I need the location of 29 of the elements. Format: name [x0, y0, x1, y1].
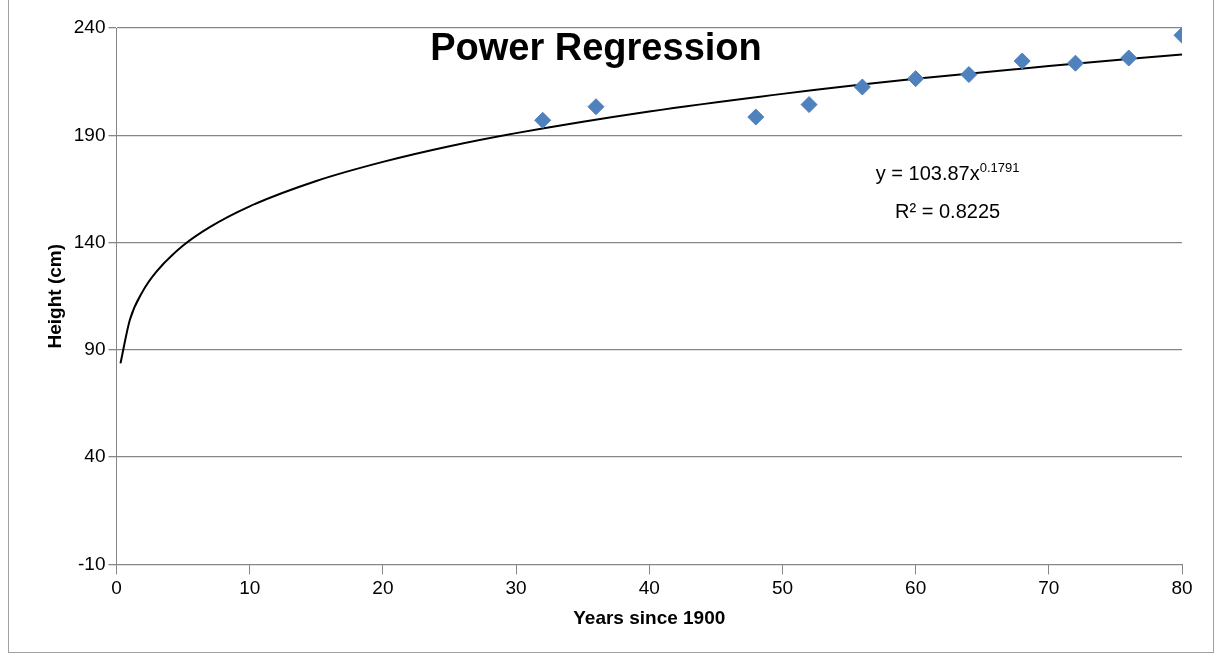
x-tick-label: 30: [505, 577, 527, 599]
point: [1120, 49, 1138, 67]
point: [1066, 54, 1084, 72]
point: [534, 111, 552, 129]
annotation: R² = 0.8225: [895, 200, 1001, 222]
x-tick-label: 50: [771, 577, 794, 599]
x-tick-label: 40: [638, 577, 660, 599]
point: [853, 78, 871, 96]
y-axis-title: Height (cm): [43, 243, 65, 349]
x-axis-title: Years since 1900: [573, 606, 726, 628]
x-tick-label: 20: [372, 577, 394, 599]
x-tick-label: 70: [1038, 577, 1060, 599]
y-tick-label: 40: [84, 445, 106, 467]
x-tick-label: 0: [111, 577, 122, 599]
y-tick-label: 240: [73, 16, 106, 38]
point: [747, 108, 765, 126]
point: [907, 70, 925, 88]
y-tick-label: -10: [78, 552, 106, 574]
x-tick-label: 80: [1171, 577, 1193, 599]
x-tick-label: 10: [239, 577, 261, 599]
point: [1013, 52, 1031, 70]
x-tick-label: 60: [905, 577, 927, 599]
point: [960, 66, 978, 84]
point: [587, 98, 605, 116]
point: [800, 96, 818, 114]
chart-title: Power Regression: [430, 26, 762, 69]
y-tick-label: 190: [73, 123, 106, 145]
y-tick-label: 90: [84, 338, 106, 360]
y-tick-label: 140: [73, 230, 106, 252]
